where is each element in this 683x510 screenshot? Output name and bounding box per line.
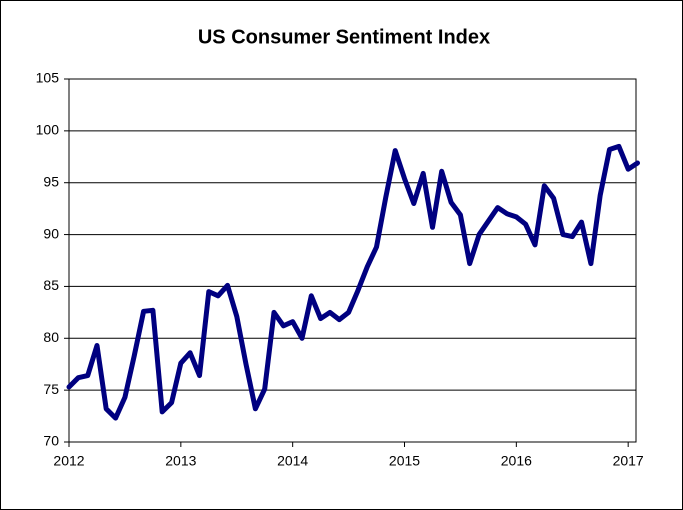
y-tick-label: 80 xyxy=(43,329,59,345)
y-tick-label: 75 xyxy=(43,381,59,397)
x-tick-label: 2012 xyxy=(53,453,84,469)
y-tick-label: 70 xyxy=(43,433,59,449)
x-tick-label: 2015 xyxy=(389,453,420,469)
x-tick-label: 2014 xyxy=(277,453,308,469)
chart-title: US Consumer Sentiment Index xyxy=(198,26,490,48)
x-tick-label: 2016 xyxy=(501,453,532,469)
y-tick-label: 95 xyxy=(43,173,59,189)
x-tick-label: 2013 xyxy=(165,453,196,469)
y-tick-label: 85 xyxy=(43,277,59,293)
plot-frame xyxy=(68,78,637,443)
y-tick-label: 100 xyxy=(36,122,60,138)
y-tick-label: 105 xyxy=(36,70,60,86)
data-line xyxy=(66,143,640,421)
x-tick-label: 2017 xyxy=(613,453,644,469)
y-tick-label: 90 xyxy=(43,225,59,241)
